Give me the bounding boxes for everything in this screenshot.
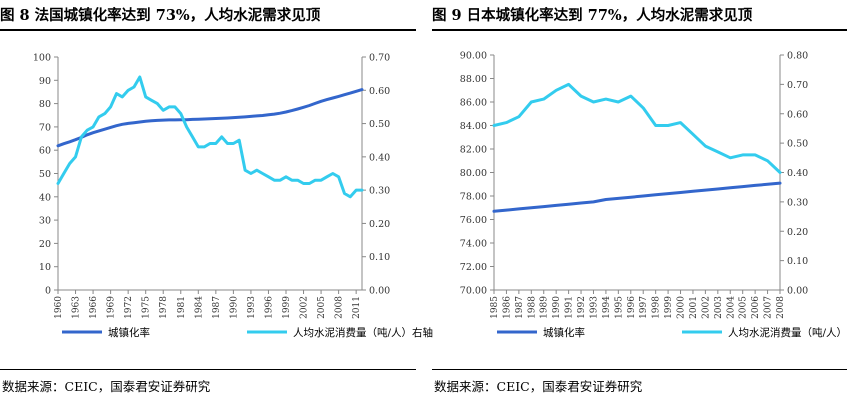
x-tick-label: 1999 <box>664 296 674 319</box>
y-tick-label-left: 72.00 <box>460 262 487 273</box>
y-tick-label-left: 84.00 <box>460 121 487 132</box>
y-tick-label-left: 30 <box>39 216 51 227</box>
x-tick-label: 1996 <box>264 296 274 319</box>
x-tick-label: 1981 <box>177 296 187 319</box>
x-tick-label: 1963 <box>72 296 82 319</box>
cement-per-capita-line <box>58 77 362 197</box>
y-tick-label-left: 78.00 <box>460 192 487 203</box>
x-tick-label: 2004 <box>726 296 736 319</box>
x-tick-label: 1989 <box>540 296 550 319</box>
y-tick-label-left: 70.00 <box>460 286 487 297</box>
x-tick-label: 1992 <box>577 296 587 319</box>
y-tick-label-right: 0.40 <box>787 168 808 179</box>
y-tick-label-left: 80.00 <box>460 168 487 179</box>
x-tick-label: 2002 <box>300 296 310 319</box>
x-tick-label: 1998 <box>652 296 662 319</box>
x-tick-label: 1993 <box>589 296 599 319</box>
y-tick-label-left: 90.00 <box>460 51 487 62</box>
x-tick-label: 1985 <box>490 296 500 319</box>
x-tick-label: 1969 <box>107 296 117 319</box>
y-tick-label-right: 0.70 <box>369 53 390 64</box>
figure-9-panel: 图 9 日本城镇化率达到 77%，人均水泥需求见顶 70.00 72.00 74.0… <box>432 0 847 401</box>
y-tick-label-right: 0.80 <box>787 51 808 62</box>
y-tick-label-left: 70 <box>39 122 51 133</box>
y-tick-label-left: 50 <box>39 169 51 180</box>
figure-8-bottom-rule <box>0 369 416 370</box>
legend-label-cement: 人均水泥消费量（吨/人）右轴 <box>728 326 847 339</box>
x-tick-label: 1987 <box>515 296 525 319</box>
y-tick-label-right: 0.10 <box>787 256 808 267</box>
y-tick-label-right: 0.50 <box>787 139 808 150</box>
x-tick-label: 2005 <box>739 296 749 319</box>
y-tick-label-right: 0.50 <box>369 119 390 130</box>
x-tick-label: 1975 <box>142 296 152 319</box>
x-tick-label: 1990 <box>552 296 562 319</box>
figure-9-bottom-rule <box>432 369 847 370</box>
x-tick-label: 2011 <box>352 296 362 319</box>
y-tick-label-right: 0.70 <box>787 80 808 91</box>
y-tick-label-right: 0.10 <box>369 252 390 263</box>
y-tick-label-left: 88.00 <box>460 74 487 85</box>
legend-label-cement: 人均水泥消费量（吨/人）右轴 <box>293 326 433 339</box>
x-tick-label: 1994 <box>602 296 612 319</box>
x-tick-label: 1997 <box>639 296 649 319</box>
x-tick-label: 1993 <box>247 296 257 319</box>
x-tick-label: 2002 <box>701 296 711 319</box>
y-tick-label-left: 76.00 <box>460 215 487 226</box>
x-tick-label: 2007 <box>764 296 774 319</box>
y-tick-label-left: 74.00 <box>460 239 487 250</box>
figure-8-source: 数据来源：CEIC，国泰君安证券研究 <box>2 376 210 395</box>
x-tick-label: 1999 <box>282 296 292 319</box>
y-tick-label-right: 0.60 <box>369 86 390 97</box>
x-tick-label: 2008 <box>335 296 345 319</box>
y-tick-label-left: 60 <box>39 146 51 157</box>
x-tick-label: 1996 <box>627 296 637 319</box>
urbanization-rate-line <box>494 183 780 211</box>
x-tick-label: 1966 <box>89 296 99 319</box>
x-tick-label: 1988 <box>527 296 537 319</box>
x-tick-label: 2000 <box>677 296 687 319</box>
y-tick-label-right: 0.00 <box>787 286 808 297</box>
y-tick-label-left: 0 <box>45 286 51 297</box>
x-tick-label: 1986 <box>502 296 512 319</box>
y-tick-label-right: 0.40 <box>369 152 390 163</box>
y-tick-label-right: 0.60 <box>787 109 808 120</box>
y-tick-label-left: 10 <box>39 262 51 273</box>
y-tick-label-left: 90 <box>39 76 51 87</box>
figure-8-chart: 0 10 20 30 40 50 60 70 80 90 100 0.00 0.10 0.20 0.30 0.… <box>0 0 416 372</box>
x-tick-label: 1984 <box>194 296 204 319</box>
x-tick-label: 2003 <box>714 296 724 319</box>
y-tick-label-left: 40 <box>39 192 51 203</box>
x-tick-label: 1978 <box>159 296 169 319</box>
y-tick-label-right: 0.30 <box>369 186 390 197</box>
x-tick-label: 2005 <box>317 296 327 319</box>
figure-8-panel: 图 8 法国城镇化率达到 73%，人均水泥需求见顶 0 10 20 30 40 50 60 7… <box>0 0 416 401</box>
y-tick-label-left: 82.00 <box>460 145 487 156</box>
cement-per-capita-line <box>494 84 780 172</box>
x-tick-label: 1991 <box>565 296 575 319</box>
x-tick-label: 2001 <box>689 296 699 319</box>
figure-9-source: 数据来源：CEIC，国泰君安证券研究 <box>434 376 642 395</box>
legend-label-urbanization: 城镇化率 <box>543 326 585 339</box>
x-tick-label: 2008 <box>776 296 786 319</box>
x-tick-label: 1972 <box>124 296 134 319</box>
y-tick-label-left: 20 <box>39 239 51 250</box>
x-tick-label: 1960 <box>54 296 64 319</box>
y-tick-label-right: 0.20 <box>787 227 808 238</box>
y-tick-label-right: 0.00 <box>369 286 390 297</box>
x-tick-label: 2006 <box>751 296 761 319</box>
x-tick-label: 1987 <box>212 296 222 319</box>
y-tick-label-left: 80 <box>39 99 51 110</box>
y-tick-label-left: 86.00 <box>460 98 487 109</box>
x-tick-label: 1995 <box>614 296 624 319</box>
x-tick-label: 1990 <box>229 296 239 319</box>
legend-label-urbanization: 城镇化率 <box>108 326 150 339</box>
figure-9-chart: 70.00 72.00 74.00 76.00 78.00 80.00 82.00 84.00… <box>432 0 847 372</box>
y-tick-label-right: 0.20 <box>369 219 390 230</box>
y-tick-label-left: 100 <box>33 53 51 64</box>
y-tick-label-right: 0.30 <box>787 197 808 208</box>
urbanization-rate-line <box>58 90 362 146</box>
